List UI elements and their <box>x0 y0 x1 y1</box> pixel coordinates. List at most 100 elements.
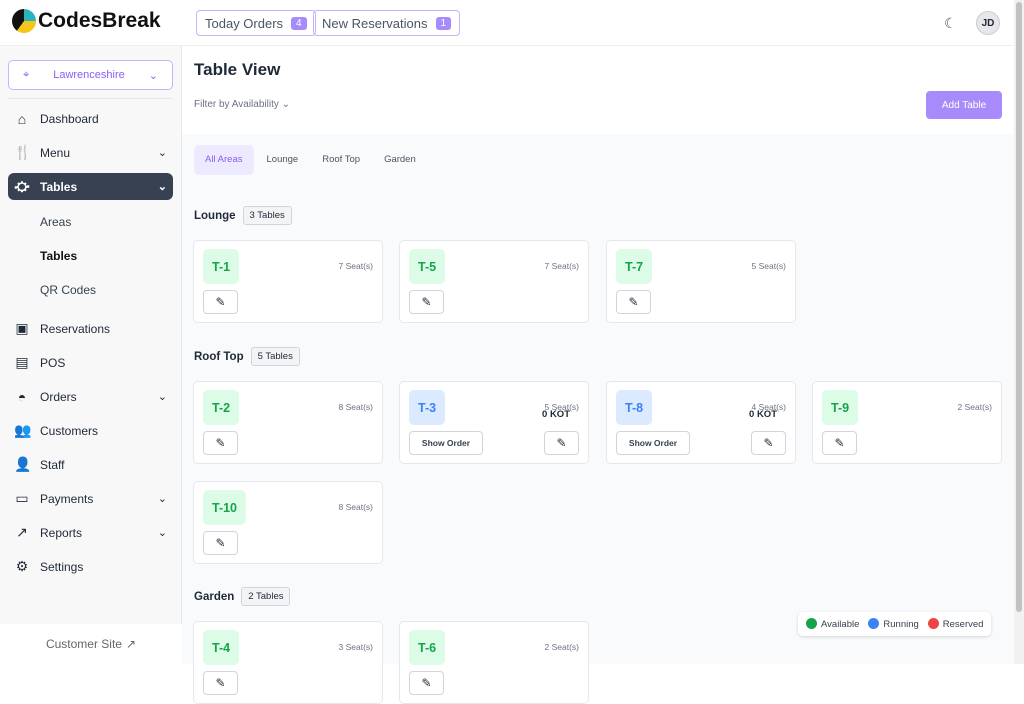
location-pin-icon: ⌖ <box>23 68 30 81</box>
edit-table-button[interactable]: ✎ <box>544 431 579 455</box>
tab-roof-top[interactable]: Roof Top <box>322 154 361 165</box>
area-heading: Lounge 3 Tables <box>194 206 292 225</box>
edit-icon: ✎ <box>421 295 432 309</box>
filter-by-availability-dropdown[interactable]: Filter by Availability ⌄ <box>194 99 290 110</box>
edit-icon: ✎ <box>556 436 567 450</box>
brand-name: CodesBreak <box>38 9 161 32</box>
sidebar-item-label: Reservations <box>40 321 111 336</box>
logo-icon <box>12 9 36 33</box>
edit-table-button[interactable]: ✎ <box>822 431 857 455</box>
legend-item-running: Running <box>868 618 919 630</box>
edit-table-button[interactable]: ✎ <box>203 671 238 695</box>
table-card[interactable]: T-2 8 Seat(s) ✎ <box>193 381 383 464</box>
scrollbar-thumb[interactable] <box>1016 2 1022 612</box>
sidebar-item-menu[interactable]: 🍴 Menu ⌄ <box>8 139 173 166</box>
sidebar-item-reports[interactable]: ↗ Reports ⌄ <box>8 519 173 546</box>
pos-icon: ▤ <box>15 354 29 370</box>
table-number: T-2 <box>203 390 240 425</box>
tab-garden[interactable]: Garden <box>384 154 416 165</box>
chevron-down-icon: ⌄ <box>281 99 291 110</box>
legend-item-available: Available <box>806 618 859 630</box>
table-number: T-4 <box>203 630 240 665</box>
sidebar-item-payments[interactable]: ▭ Payments ⌄ <box>8 485 173 512</box>
location-select[interactable]: ⌖ Lawrenceshire ⌄ <box>8 60 173 90</box>
edit-icon: ✎ <box>834 436 845 450</box>
table-card[interactable]: T-9 2 Seat(s) ✎ <box>812 381 1002 464</box>
edit-table-button[interactable]: ✎ <box>203 431 238 455</box>
table-count-badge: 3 Tables <box>242 206 292 225</box>
kot-count: 0 KOT <box>749 409 777 420</box>
sidebar-item-settings[interactable]: ⚙ Settings <box>8 553 173 580</box>
tab-lounge[interactable]: Lounge <box>266 154 299 165</box>
sidebar-item-label: Orders <box>40 389 77 404</box>
wallet-icon: ▭ <box>15 490 29 506</box>
logo[interactable]: CodesBreak <box>12 9 161 33</box>
edit-table-button[interactable]: ✎ <box>409 671 444 695</box>
chevron-down-icon[interactable]: ⌄ <box>157 181 167 193</box>
table-number: T-1 <box>203 249 240 284</box>
table-card[interactable]: T-8 4 Seat(s) 0 KOT Show Order ✎ <box>606 381 796 464</box>
chevron-down-icon[interactable]: ⌄ <box>157 147 167 159</box>
sidebar-item-dashboard[interactable]: ⌂ Dashboard <box>8 105 173 132</box>
today-orders-button[interactable]: Today Orders 4 <box>196 10 316 36</box>
status-dot-icon <box>868 618 880 629</box>
table-card[interactable]: T-6 2 Seat(s) ✎ <box>399 621 589 704</box>
seat-count: 5 Seat(s) <box>544 402 580 412</box>
chevron-down-icon: ⌄ <box>148 69 158 82</box>
add-table-button[interactable]: Add Table <box>926 91 1002 119</box>
edit-table-button[interactable]: ✎ <box>203 290 238 314</box>
sidebar-subitem-areas[interactable]: Areas <box>40 215 72 229</box>
chevron-down-icon[interactable]: ⌄ <box>157 493 167 505</box>
top-bar: CodesBreak Today Orders 4 New Reservation… <box>0 0 1014 46</box>
seat-count: 2 Seat(s) <box>957 402 993 412</box>
sidebar-item-label: Payments <box>40 491 94 506</box>
sidebar-subitem-qr-codes[interactable]: QR Codes <box>40 283 97 297</box>
today-orders-label: Today Orders <box>205 15 284 31</box>
customer-site-label: Customer Site <box>45 637 122 651</box>
table-card[interactable]: T-5 7 Seat(s) ✎ <box>399 240 589 323</box>
edit-table-button[interactable]: ✎ <box>751 431 786 455</box>
today-orders-badge: 4 <box>291 16 307 30</box>
table-card[interactable]: T-1 7 Seat(s) ✎ <box>193 240 383 323</box>
table-card[interactable]: T-10 8 Seat(s) ✎ <box>193 481 383 564</box>
seat-count: 8 Seat(s) <box>338 402 374 412</box>
sidebar-item-label: POS <box>40 355 66 370</box>
status-dot-icon <box>927 618 939 629</box>
show-order-button[interactable]: Show Order <box>409 431 483 455</box>
sidebar-item-label: Dashboard <box>40 111 99 126</box>
customer-site-link[interactable]: Customer Site ↗ <box>0 624 182 664</box>
chevron-down-icon[interactable]: ⌄ <box>157 527 167 539</box>
table-count-badge: 2 Tables <box>241 587 291 606</box>
legend-label: Running <box>883 619 919 630</box>
edit-icon: ✎ <box>763 436 774 450</box>
legend-item-reserved: Reserved <box>927 618 983 630</box>
sidebar-item-staff[interactable]: 👤 Staff <box>8 451 173 478</box>
table-card[interactable]: T-4 3 Seat(s) ✎ <box>193 621 383 704</box>
table-count-badge: 5 Tables <box>250 347 300 366</box>
sidebar-item-tables[interactable]: ⛮ Tables ⌄ <box>8 173 173 200</box>
dark-mode-moon-icon[interactable]: ☾ <box>944 15 957 31</box>
show-order-button[interactable]: Show Order <box>616 431 690 455</box>
table-card[interactable]: T-3 5 Seat(s) 0 KOT Show Order ✎ <box>399 381 589 464</box>
sidebar-item-reservations[interactable]: ▣ Reservations <box>8 315 173 342</box>
table-number: T-8 <box>616 390 653 425</box>
filter-label: Filter by Availability <box>194 99 279 110</box>
sidebar-item-pos[interactable]: ▤ POS <box>8 349 173 376</box>
table-card[interactable]: T-7 5 Seat(s) ✎ <box>606 240 796 323</box>
legend-label: Available <box>821 619 860 630</box>
menu-icon: 🍴 <box>14 144 32 160</box>
sidebar-subitem-tables[interactable]: Tables <box>40 249 78 263</box>
new-reservations-button[interactable]: New Reservations 1 <box>313 10 461 36</box>
sidebar-item-customers[interactable]: 👥 Customers <box>8 417 173 444</box>
chevron-down-icon[interactable]: ⌄ <box>157 391 167 403</box>
page-title: Table View <box>194 60 281 79</box>
avatar[interactable]: JD <box>976 11 1000 35</box>
edit-table-button[interactable]: ✎ <box>203 531 238 555</box>
sidebar-item-orders[interactable]: ◓ Orders ⌄ <box>8 383 173 410</box>
edit-table-button[interactable]: ✎ <box>409 290 444 314</box>
staff-icon: 👤 <box>14 456 32 472</box>
area-tabs: All Areas Lounge Roof Top Garden <box>194 145 427 175</box>
edit-table-button[interactable]: ✎ <box>616 290 651 314</box>
tab-all-areas[interactable]: All Areas <box>194 145 254 175</box>
scrollbar[interactable] <box>1014 0 1024 664</box>
